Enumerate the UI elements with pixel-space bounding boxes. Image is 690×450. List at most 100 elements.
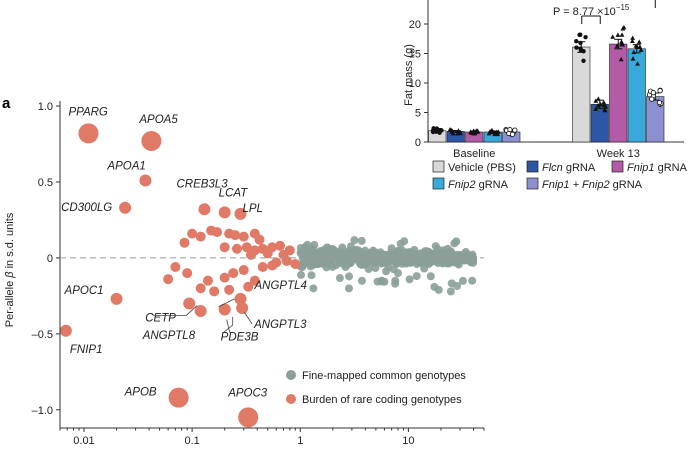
animal-point [631, 49, 637, 55]
animal-point [581, 58, 586, 63]
rare-point [241, 242, 252, 253]
common-genotype-point [401, 252, 410, 261]
rare-point [209, 286, 220, 297]
gene-leader-line [243, 311, 253, 325]
gene-label-angptl8: ANGPTL8 [142, 330, 196, 342]
animal-point [649, 96, 655, 102]
rare-point-creb3l3 [198, 203, 211, 216]
rare-point-lpl [234, 207, 247, 220]
rare-point-apoc1 [110, 292, 123, 305]
animal-point [578, 40, 583, 46]
rare-point [249, 275, 260, 286]
common-genotype-point [309, 284, 318, 293]
legend-label: Burden of rare coding genotypes [302, 394, 462, 406]
common-genotype-point [387, 244, 396, 253]
animal-point [457, 130, 463, 136]
rare-point [238, 265, 249, 276]
animal-point [638, 47, 644, 52]
gene-label-lcat: LCAT [219, 187, 249, 199]
gene-label-cetp: CETP [145, 312, 176, 324]
bar-legend-swatch [526, 177, 539, 190]
animal-point [619, 32, 625, 37]
rare-point-angptl8 [194, 305, 207, 318]
common-genotype-point [465, 254, 474, 263]
rare-point [281, 255, 292, 266]
common-genotype-point [468, 276, 477, 285]
rare-point-pparg [78, 123, 99, 144]
animal-point [578, 32, 583, 37]
bar-y-axis-label: Fat mass (g) [403, 44, 415, 106]
legend-swatch [286, 394, 296, 404]
common-genotype-point [317, 250, 326, 259]
gene-label-angptl3: ANGPTL3 [253, 319, 307, 331]
rare-point [187, 228, 198, 239]
rare-point-pde3b [218, 303, 231, 316]
common-genotype-point [452, 237, 461, 246]
animal-point [601, 99, 607, 105]
gene-label-fnip1: FNIP1 [70, 344, 103, 356]
common-genotype-point [350, 236, 359, 245]
animal-point [602, 107, 608, 113]
x-tick-label: 10 [402, 435, 414, 447]
rare-point-apoc3 [238, 407, 259, 428]
common-genotype-cloud [296, 236, 478, 296]
gene-leader-line [226, 319, 231, 333]
animal-point [492, 130, 498, 135]
bar-legend-swatch [611, 160, 624, 173]
common-genotype-point [430, 282, 439, 291]
animal-point [601, 102, 607, 108]
animal-point [486, 130, 492, 136]
common-genotype-point [344, 284, 353, 293]
common-genotype-point [342, 260, 351, 269]
common-genotype-point [345, 272, 354, 281]
animal-point [593, 98, 599, 103]
rare-point [275, 240, 286, 251]
animal-point [657, 88, 663, 94]
common-genotype-point [394, 269, 403, 278]
common-genotype-point [296, 248, 305, 257]
rare-point-apob [168, 387, 189, 408]
bar-legend-swatch [432, 160, 445, 173]
rare-point-cd300lg [119, 201, 132, 214]
common-genotype-point [357, 276, 366, 285]
bar-legend-label: Flcn gRNA [542, 162, 596, 174]
gene-label-creb3l3: CREB3L3 [176, 178, 228, 190]
rare-point [202, 275, 213, 286]
rare-point [245, 249, 256, 260]
rare-point [243, 281, 254, 292]
rare-point-angptl3 [236, 302, 249, 315]
common-genotype-point [297, 270, 306, 279]
gene-label-angptl4: ANGPTL4 [253, 280, 306, 292]
rare-point [290, 258, 301, 269]
animal-point [620, 42, 626, 47]
animal-point [595, 96, 601, 101]
common-genotype-point [405, 275, 414, 284]
animal-point [433, 129, 439, 134]
common-genotype-point [458, 276, 467, 285]
common-genotype-point [334, 255, 343, 264]
bar-y-tick-label: 15 [409, 49, 421, 61]
common-genotype-point [433, 254, 442, 263]
panel-label: a [2, 95, 11, 112]
animal-point [583, 34, 588, 40]
animal-point [509, 131, 516, 137]
rare-point-apoa1 [139, 174, 152, 187]
common-genotype-point [344, 249, 353, 258]
rare-point-angptl4 [234, 292, 247, 305]
rare-point [170, 262, 181, 273]
bar-y-tick-label: 0 [415, 137, 421, 149]
common-genotype-point [426, 272, 435, 281]
p-value-annotation: P = 8.77 ×10−15 [553, 0, 656, 24]
scatter-legend: Fine-mapped common genotypes Burden of ra… [286, 370, 466, 406]
animal-point [618, 56, 624, 62]
common-genotype-point [412, 272, 421, 281]
common-genotype-point [411, 251, 420, 260]
rare-point [230, 230, 241, 241]
common-genotype-point [389, 256, 398, 265]
bar-y-tick-label: 5 [415, 108, 421, 120]
common-genotype-point [371, 264, 380, 273]
gene-label-pde3b: PDE3B [221, 332, 259, 344]
bar-legend-swatch [526, 160, 539, 173]
